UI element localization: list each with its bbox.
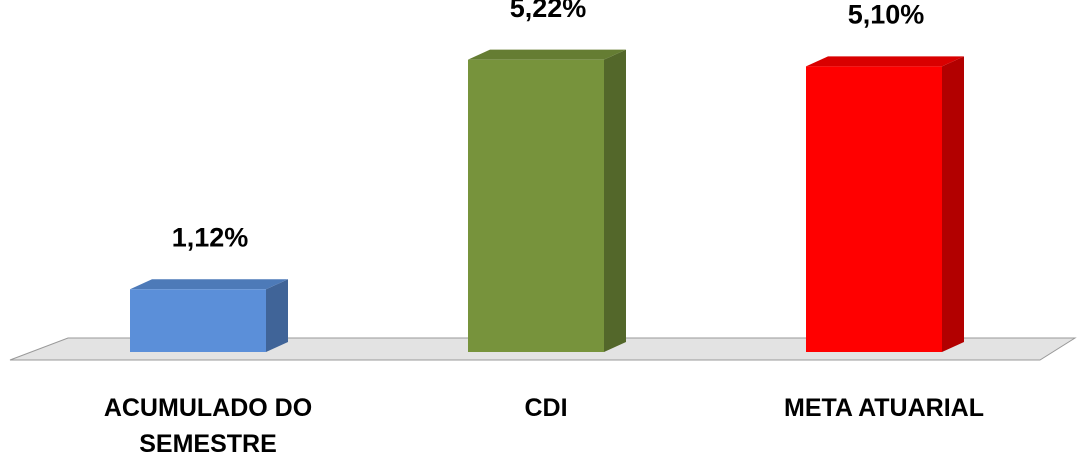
bar xyxy=(806,66,942,353)
x-tick-label: ACUMULADO DO SEMESTRE xyxy=(103,394,313,458)
bar-side xyxy=(942,56,964,353)
value-label: 5,22% xyxy=(510,0,587,23)
bar-top xyxy=(130,279,288,290)
bar xyxy=(468,59,604,353)
value-label: 1,12% xyxy=(172,222,249,252)
bar-top xyxy=(806,56,964,67)
bar-top xyxy=(468,49,626,60)
bar xyxy=(130,289,266,352)
x-tick-label: META ATUARIAL xyxy=(784,394,984,422)
bar-side xyxy=(266,279,288,352)
bar-side xyxy=(604,49,626,353)
value-label: 5,10% xyxy=(848,0,925,30)
x-tick-label: CDI xyxy=(524,394,568,422)
